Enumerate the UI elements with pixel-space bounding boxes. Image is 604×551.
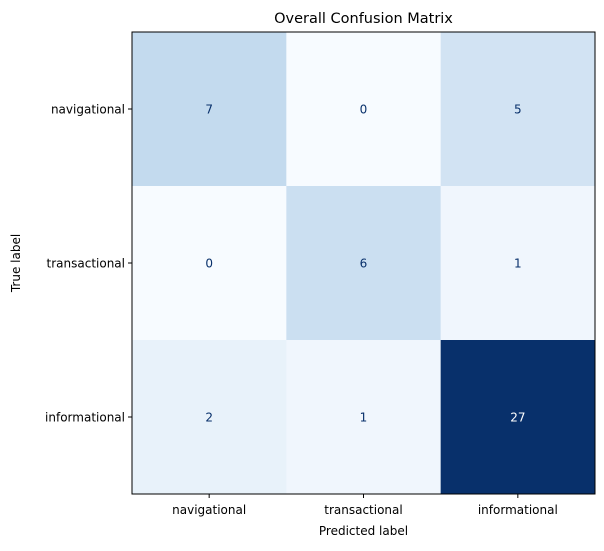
matrix-cell-r1-c2: [440, 186, 596, 341]
matrix-cell-labels: 7 0 50 6 12 1 27: [205, 103, 525, 425]
matrix-cell-r2-c2: [440, 340, 596, 495]
matrix-cell-r1-c0: [132, 186, 287, 341]
x-tick-label-0: navigational: [172, 503, 246, 517]
cell-value-r0-c1: 0: [360, 103, 368, 117]
cell-value-r2-c0: 2: [205, 411, 213, 425]
x-tick-label-2: informational: [478, 503, 558, 517]
x-axis-label: Predicted label: [319, 524, 408, 538]
x-axis-ticks: navigational transactional informational: [172, 494, 558, 517]
y-tick-label-2: informational: [45, 411, 125, 425]
y-axis-ticks: navigational transactional informational: [45, 103, 132, 425]
matrix-cell-r0-c0: [132, 32, 287, 187]
y-axis-label: True label: [9, 234, 23, 293]
cell-value-r2-c2: 27: [510, 411, 525, 425]
matrix-cell-r1-c1: [286, 186, 442, 341]
matrix-cell-r0-c2: [440, 32, 596, 187]
matrix-cell-r0-c1: [286, 32, 442, 187]
cell-value-r0-c2: 5: [514, 103, 522, 117]
cell-value-r1-c0: 0: [205, 257, 213, 271]
y-tick-label-0: navigational: [51, 103, 125, 117]
x-tick-label-1: transactional: [324, 503, 402, 517]
cell-value-r1-c2: 1: [514, 257, 522, 271]
cell-value-r1-c1: 6: [360, 257, 368, 271]
matrix-cells: [132, 32, 596, 495]
y-tick-label-1: transactional: [47, 257, 125, 271]
cell-value-r2-c1: 1: [360, 411, 368, 425]
cell-value-r0-c0: 7: [205, 103, 213, 117]
matrix-cell-r2-c1: [286, 340, 442, 495]
chart-title: Overall Confusion Matrix: [274, 11, 453, 27]
matrix-cell-r2-c0: [132, 340, 287, 495]
